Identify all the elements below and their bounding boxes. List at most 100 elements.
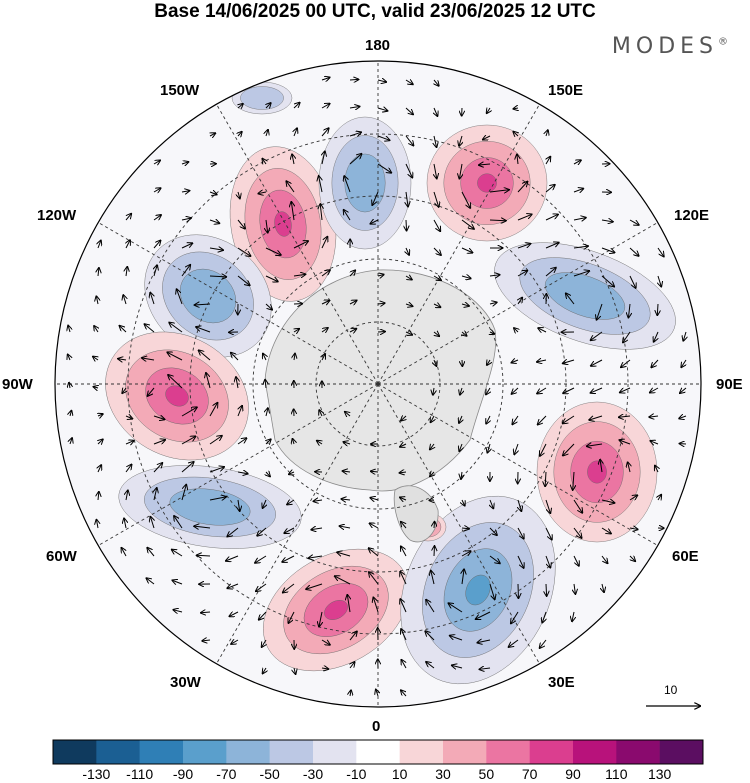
wind-vector (209, 220, 219, 223)
wind-vector (350, 270, 355, 277)
colorbar-frame (52, 739, 704, 765)
wind-vector (263, 499, 266, 508)
wind-vector (591, 387, 603, 393)
wind-vector (98, 465, 101, 473)
wind-vector (70, 438, 72, 445)
wind-vector (226, 555, 239, 561)
wind-vector (349, 107, 359, 108)
wind-vector (406, 191, 408, 206)
colorbar-segment (183, 740, 227, 764)
wind-vector (400, 572, 407, 585)
wind-vector (566, 293, 575, 305)
wind-vector (461, 219, 474, 229)
wind-vector (514, 328, 518, 332)
wind-vector (517, 271, 527, 277)
wind-vector (321, 77, 330, 80)
wind-vector (197, 555, 211, 556)
longitude-line (377, 383, 544, 671)
wind-vector (459, 443, 462, 451)
wind-vector (93, 357, 98, 360)
wind-vector (347, 595, 350, 613)
wind-vector (540, 639, 547, 648)
wind-vector (658, 495, 661, 500)
wind-vector (683, 331, 686, 341)
wind-vector (341, 499, 351, 500)
wind-vector (142, 358, 155, 360)
colorbar-tick-label: -50 (259, 766, 280, 782)
wind-vector (406, 247, 409, 255)
wind-vector (461, 471, 462, 479)
wind-vector (430, 444, 434, 449)
wind-vector (237, 472, 248, 474)
wind-vector (405, 276, 412, 280)
wind-vector (125, 441, 134, 444)
wind-vector (148, 387, 155, 396)
wind-vector (266, 472, 270, 476)
wind-vector (654, 331, 658, 342)
label-120e: 120E (674, 207, 710, 224)
colorbar-tick-label: -130 (82, 766, 111, 782)
wind-vector (573, 246, 588, 248)
wind-vector (237, 219, 245, 229)
wind-vector (349, 301, 357, 304)
wind-vector (680, 388, 687, 393)
wind-vector (537, 387, 547, 393)
wind-vector (98, 241, 101, 249)
wind-vector (181, 162, 188, 164)
wind-vector (511, 611, 519, 623)
wind-vector (288, 611, 295, 623)
brand-name: MODES (611, 34, 718, 59)
wind-vector (679, 416, 687, 418)
wind-vector (291, 202, 294, 221)
wind-vector (266, 408, 268, 417)
wind-vector (377, 135, 389, 140)
wind-vector (321, 328, 328, 332)
wind-vector (120, 326, 127, 333)
wind-vector (602, 583, 604, 592)
wind-vector (293, 274, 305, 276)
wind-vector (513, 132, 518, 136)
wind-vector (517, 182, 527, 193)
wind-vector (518, 298, 522, 305)
wind-vector (177, 289, 183, 305)
label-150w: 150W (160, 82, 200, 99)
longitude-line (377, 97, 544, 385)
label-90e: 90E (716, 376, 743, 393)
wind-vector (153, 416, 164, 419)
wind-vector (265, 380, 266, 389)
wind-vector (601, 500, 614, 503)
wind-vector (461, 191, 470, 208)
wind-vector (257, 527, 267, 536)
wind-vector (150, 293, 154, 305)
wind-vector (433, 304, 440, 307)
wind-vector (546, 130, 548, 137)
wind-vector (623, 331, 631, 342)
wind-vector (369, 548, 379, 557)
wind-vector (486, 415, 490, 424)
wind-vector (283, 583, 295, 593)
wind-vector (173, 610, 183, 612)
wind-vector (195, 304, 211, 305)
wind-vector (154, 265, 157, 277)
wind-vector (462, 499, 465, 506)
wind-vector (227, 583, 239, 588)
wind-vector (513, 108, 518, 109)
wind-vector (681, 359, 686, 367)
wind-vector (194, 526, 211, 528)
wind-vector (545, 214, 558, 221)
label-90w: 90W (2, 376, 33, 393)
wind-vector (600, 460, 602, 473)
wind-vector (477, 640, 491, 643)
wind-vector (512, 360, 519, 363)
wind-vector (125, 416, 132, 419)
wind-vector (591, 359, 603, 366)
wind-vector (314, 500, 323, 501)
wind-vector (377, 275, 384, 276)
latitude-circle (252, 258, 504, 510)
wind-vector (319, 176, 322, 193)
wind-vector (405, 135, 413, 145)
wind-vector (294, 354, 295, 361)
wind-vector (449, 603, 463, 613)
wind-vector (125, 214, 131, 221)
wind-vector (621, 359, 631, 367)
